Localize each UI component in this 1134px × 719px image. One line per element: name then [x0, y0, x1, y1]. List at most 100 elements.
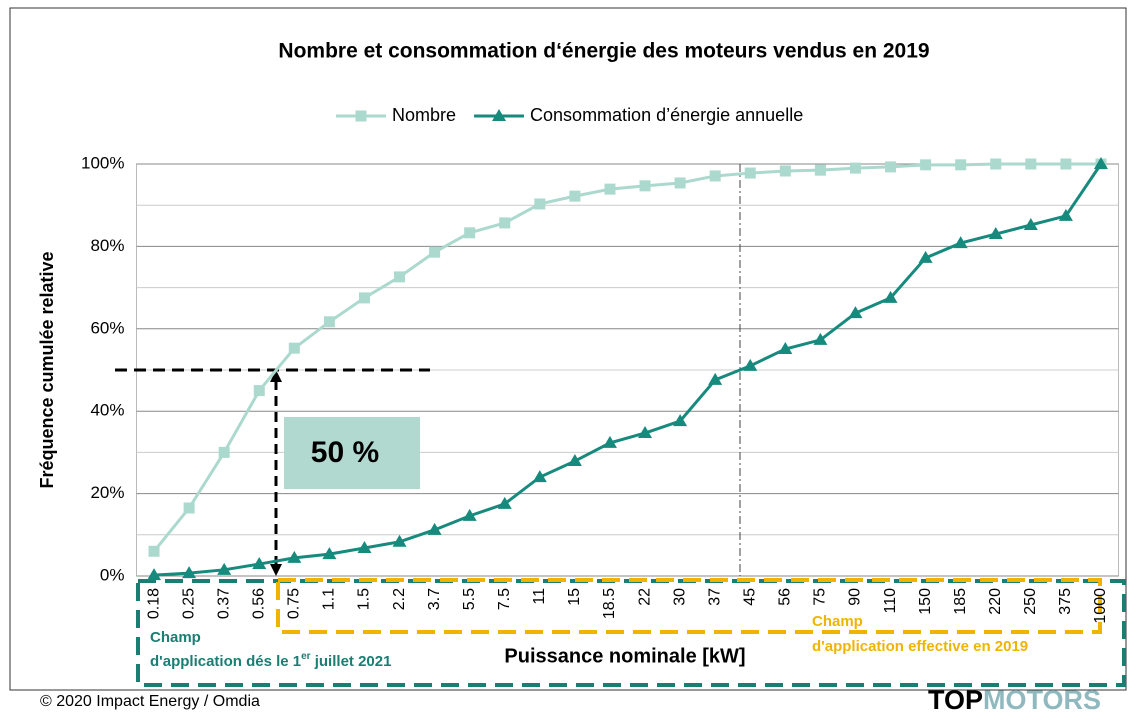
x-tick-label: 56 — [777, 588, 794, 606]
x-tick-label: 1000 — [1092, 588, 1109, 624]
x-tick-label: 0.18 — [145, 588, 162, 619]
marker — [848, 306, 863, 319]
marker — [918, 250, 933, 263]
marker — [357, 540, 372, 553]
scope-sup: er — [301, 651, 311, 662]
marker — [252, 557, 267, 570]
marker — [638, 426, 653, 439]
marker — [674, 177, 686, 189]
marker — [253, 385, 265, 397]
scope-text: juillet 2021 — [311, 653, 392, 670]
x-tick-label: 250 — [1022, 588, 1039, 615]
chart-title: Nombre et consommation d‘énergie des mot… — [278, 40, 929, 63]
marker — [849, 162, 861, 174]
y-tick-label: 60% — [90, 318, 124, 337]
marker — [955, 159, 967, 171]
x-tick-label: 90 — [847, 588, 864, 606]
marker — [499, 217, 511, 229]
x-tick-label: 15 — [566, 588, 583, 606]
marker — [148, 545, 160, 557]
marker — [1093, 157, 1108, 169]
marker — [183, 502, 195, 514]
x-tick-label: 110 — [882, 588, 899, 614]
x-tick-label: 1.1 — [321, 588, 338, 610]
marker — [147, 568, 162, 581]
marker — [920, 159, 932, 171]
marker — [990, 158, 1002, 170]
marker — [358, 292, 370, 304]
x-tick-label: 7.5 — [496, 588, 513, 610]
x-tick-label: 0.25 — [180, 588, 197, 619]
marker — [814, 164, 826, 176]
marker — [492, 109, 507, 121]
marker — [567, 454, 582, 467]
logo: TOPMOTORS — [928, 685, 1101, 715]
y-tick-label: 80% — [90, 236, 124, 255]
marker — [1025, 158, 1037, 170]
x-tick-label: 75 — [812, 588, 829, 606]
scope-text: d'application dés le 1 — [150, 653, 301, 670]
scope-left: d'application dés le 1er juillet 2021 — [150, 651, 391, 670]
x-tick-label: 0.37 — [215, 588, 232, 619]
marker — [1060, 158, 1072, 170]
marker — [394, 271, 406, 283]
logo-part: MOTORS — [983, 685, 1101, 715]
annotation-label: 50 % — [311, 436, 379, 469]
legend-label: Nombre — [392, 105, 456, 125]
frame — [9, 7, 1127, 691]
marker — [532, 470, 547, 483]
y-tick-label: 20% — [90, 483, 124, 502]
marker — [602, 435, 617, 448]
x-tick-label: 45 — [741, 588, 758, 606]
marker — [1023, 217, 1038, 230]
marker — [182, 566, 197, 579]
scope-left: Champ — [150, 629, 201, 646]
marker — [323, 316, 335, 328]
marker — [779, 165, 791, 177]
marker — [287, 550, 302, 563]
x-tick-label: 3.7 — [426, 588, 443, 610]
marker — [639, 180, 651, 192]
marker — [427, 522, 442, 535]
y-axis-label: Fréquence cumulée relative — [37, 251, 57, 488]
x-tick-label: 18.5 — [601, 588, 618, 619]
marker — [885, 161, 897, 173]
marker — [883, 290, 898, 303]
marker — [778, 341, 793, 354]
legend-label: Consommation d’énergie annuelle — [530, 105, 803, 125]
marker — [813, 332, 828, 345]
x-tick-label: 2.2 — [391, 588, 408, 610]
series-line — [153, 163, 1103, 577]
scope-right-box — [276, 578, 1102, 634]
marker — [534, 198, 546, 210]
marker — [464, 227, 476, 239]
x-tick-label: 5.5 — [461, 588, 478, 610]
logo-part: TOP — [928, 685, 983, 715]
marker — [743, 358, 758, 371]
x-axis-label: Puissance nominale [kW] — [504, 645, 745, 667]
marker — [604, 183, 616, 195]
marker — [217, 562, 232, 575]
marker — [744, 167, 756, 179]
marker — [673, 414, 688, 427]
scope-right: Champ — [812, 613, 863, 630]
x-tick-label: 0.75 — [286, 588, 303, 619]
marker — [322, 547, 337, 560]
annotation-box — [284, 417, 420, 489]
marker — [288, 342, 300, 354]
x-tick-label: 37 — [706, 588, 723, 606]
marker — [988, 227, 1003, 240]
marker — [497, 496, 512, 509]
marker — [462, 508, 477, 521]
x-tick-label: 22 — [636, 588, 653, 606]
source: © 2020 Impact Energy / Omdia — [40, 693, 260, 710]
marker — [569, 190, 581, 202]
x-tick-label: 0.56 — [250, 588, 267, 619]
y-tick-label: 100% — [81, 153, 124, 172]
x-tick-label: 30 — [671, 588, 688, 606]
marker — [392, 534, 407, 547]
marker — [1058, 208, 1073, 221]
marker — [709, 170, 721, 182]
y-tick-label: 40% — [90, 401, 124, 420]
